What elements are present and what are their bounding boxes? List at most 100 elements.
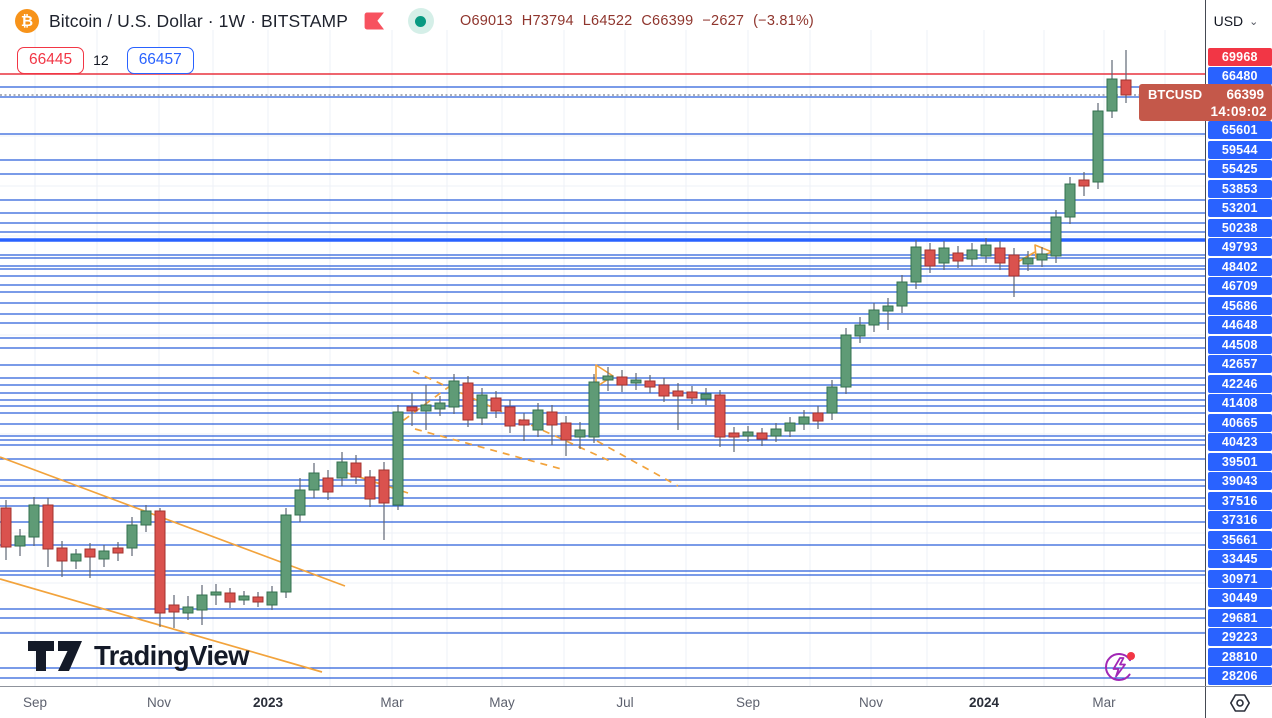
candlestick [1092, 110, 1104, 183]
price-axis-label[interactable]: 44508 [1207, 335, 1272, 354]
candlestick [756, 432, 768, 440]
price-axis-label[interactable]: 59544 [1207, 140, 1272, 159]
price-axis-label[interactable]: 37516 [1207, 491, 1272, 510]
price-axis-label[interactable]: 48402 [1207, 257, 1272, 276]
currency-label: USD [1213, 13, 1244, 29]
price-axis-label[interactable]: 28810 [1207, 647, 1272, 666]
candlestick [1064, 183, 1076, 218]
candlestick [700, 393, 712, 400]
current-price-label[interactable]: BTCUSD 66399 14:09:02 [1139, 84, 1272, 121]
candlestick [210, 591, 222, 596]
price-axis-label[interactable]: 28206 [1207, 667, 1272, 685]
spread-value: 12 [93, 52, 109, 68]
price-axis-label[interactable]: 49793 [1207, 238, 1272, 256]
time-axis-tick[interactable]: Nov [858, 695, 884, 710]
chevron-down-icon: ⌄ [1249, 15, 1259, 28]
price-axis-label[interactable]: 40423 [1207, 433, 1272, 451]
time-axis-tick[interactable]: Mar [380, 695, 404, 710]
candlestick [966, 249, 978, 260]
candlestick [1050, 216, 1062, 257]
price-axis-label[interactable]: 45686 [1207, 296, 1272, 315]
trendline[interactable] [0, 578, 323, 673]
candlestick [574, 429, 586, 438]
price-axis-label[interactable]: 69968 [1207, 48, 1272, 66]
candlestick [378, 469, 390, 504]
candlestick [1008, 254, 1020, 277]
candlestick [910, 246, 922, 283]
candlestick [28, 504, 40, 538]
connection-status-icon[interactable] [407, 8, 434, 34]
candlestick [630, 379, 642, 384]
trendline-marker[interactable] [595, 364, 614, 388]
candlestick [56, 547, 68, 562]
price-axis-label[interactable]: 65601 [1207, 121, 1272, 139]
time-axis-year-tick[interactable]: 2024 [968, 695, 1000, 710]
candlestick [0, 507, 12, 548]
candlestick [1078, 179, 1090, 187]
time-axis-tick[interactable]: Mar [1092, 695, 1116, 710]
lightning-badge[interactable] [1103, 649, 1137, 688]
time-axis-tick[interactable]: Jul [616, 695, 634, 710]
candlestick [266, 591, 278, 606]
price-axis-label[interactable]: 40665 [1207, 413, 1272, 432]
axis-settings-corner[interactable] [1205, 687, 1272, 718]
symbol-title[interactable]: Bitcoin / U.S. Dollar · 1W · BITSTAMP [49, 10, 348, 31]
price-axis-label[interactable]: 39043 [1207, 472, 1272, 490]
tradingview-logo[interactable]: TradingView [28, 640, 249, 672]
currency-selector[interactable]: USD ⌄ [1208, 9, 1264, 33]
trendline[interactable] [596, 440, 679, 487]
bid-price-box[interactable]: 66445 [17, 46, 85, 74]
time-axis-tick[interactable]: Nov [146, 695, 172, 710]
time-axis-tick[interactable]: May [489, 695, 515, 710]
chart-header: ₿ Bitcoin / U.S. Dollar · 1W · BITSTAMP … [0, 0, 1205, 42]
tradingview-mark-icon [28, 641, 82, 671]
price-axis-label[interactable]: 46709 [1207, 277, 1272, 295]
candlestick [448, 380, 460, 408]
ask-price-box[interactable]: 66457 [126, 46, 194, 74]
candlestick [882, 305, 894, 312]
price-axis-label[interactable]: 30449 [1207, 589, 1272, 607]
candlestick [42, 504, 54, 550]
price-axis-label[interactable]: 29223 [1207, 628, 1272, 646]
candlestick [868, 309, 880, 326]
candlestick [952, 252, 964, 262]
candlestick [714, 394, 726, 438]
time-axis-tick[interactable]: Sep [735, 695, 761, 710]
price-axis-label[interactable]: 30971 [1207, 569, 1272, 588]
price-axis-label[interactable]: 44648 [1207, 316, 1272, 334]
candlestick [896, 281, 908, 307]
candlestick [476, 394, 488, 419]
ohlc-close: C66399 [641, 13, 694, 29]
time-axis[interactable]: Sep Nov 2023 Mar May Jul Sep Nov 2024 Mar [0, 686, 1272, 718]
bar-countdown: 14:09:02 [1210, 103, 1267, 119]
time-axis-year-tick[interactable]: 2023 [252, 695, 284, 710]
candlestick [350, 462, 362, 478]
price-axis-label[interactable]: 53201 [1207, 199, 1272, 217]
candlestick [84, 548, 96, 558]
candlestick [168, 604, 180, 613]
price-axis-label[interactable]: 53853 [1207, 179, 1272, 198]
ohlc-readout: O69013 H73794 L64522 C66399 −2627 (−3.81%) [460, 13, 823, 29]
price-axis-label[interactable]: 37316 [1207, 511, 1272, 529]
price-axis-label[interactable]: 29681 [1207, 608, 1272, 627]
time-axis-tick[interactable]: Sep [22, 695, 48, 710]
candlestick [616, 376, 628, 386]
price-axis-label[interactable]: 50238 [1207, 218, 1272, 237]
ohlc-open: O69013 [459, 13, 513, 29]
flag-icon[interactable] [364, 11, 386, 31]
price-axis-label[interactable]: 42657 [1207, 355, 1272, 373]
price-axis-label[interactable]: 35661 [1207, 530, 1272, 549]
trendline[interactable] [414, 428, 566, 471]
price-axis-label[interactable]: 33445 [1207, 550, 1272, 568]
price-axis-label[interactable]: 66480 [1207, 66, 1272, 85]
price-axis-label[interactable]: 41408 [1207, 394, 1272, 412]
candlestick [1022, 257, 1034, 265]
price-axis-label[interactable]: 55425 [1207, 160, 1272, 178]
candlestick [154, 510, 166, 614]
candlestick [924, 249, 936, 267]
price-axis-label[interactable]: 39501 [1207, 452, 1272, 471]
candlestick [126, 524, 138, 549]
price-axis-label[interactable]: 42246 [1207, 374, 1272, 393]
candlestick [294, 489, 306, 516]
